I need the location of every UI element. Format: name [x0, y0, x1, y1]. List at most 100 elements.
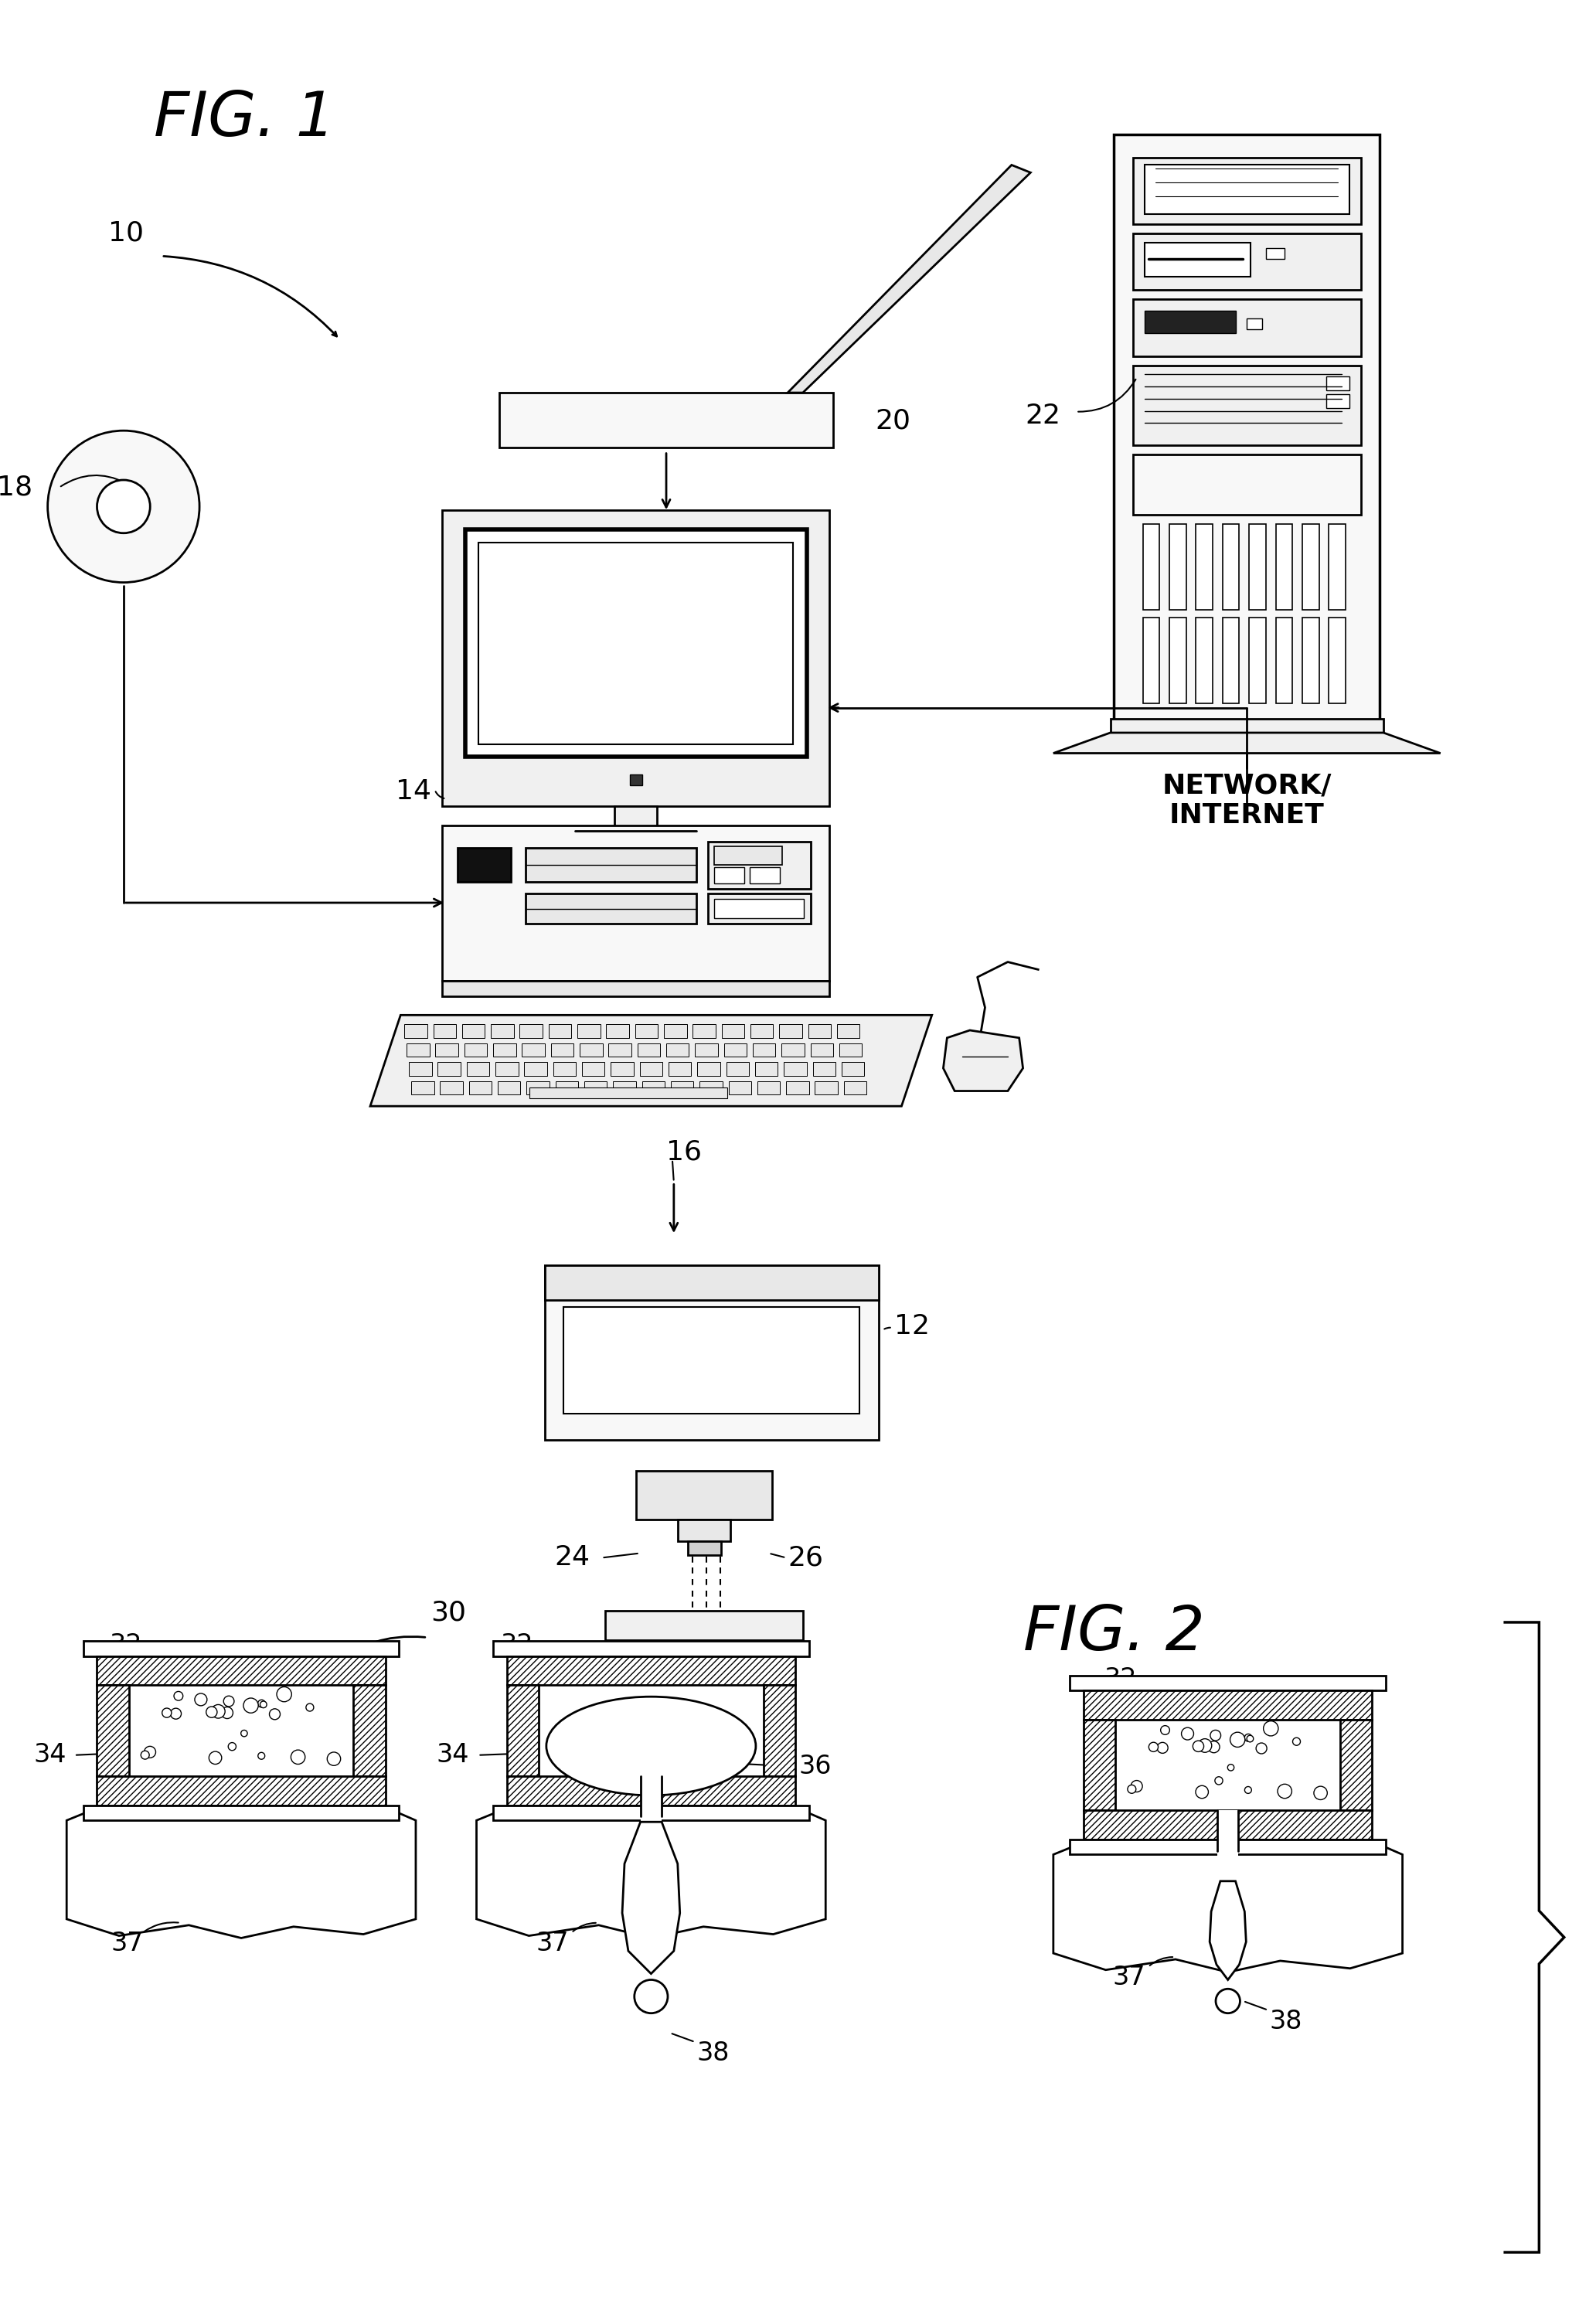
Bar: [1133, 365, 1361, 446]
Circle shape: [1181, 1729, 1194, 1740]
Bar: [469, 1082, 492, 1095]
Ellipse shape: [546, 1696, 757, 1796]
Bar: [584, 1082, 606, 1095]
Bar: [779, 1024, 803, 1038]
Bar: [442, 511, 830, 807]
Bar: [713, 867, 744, 883]
Bar: [1275, 525, 1293, 610]
Bar: [1116, 1719, 1341, 1810]
Bar: [1250, 617, 1266, 703]
Bar: [611, 1063, 634, 1077]
Circle shape: [228, 1742, 236, 1749]
Bar: [1223, 525, 1238, 610]
Bar: [508, 1685, 539, 1777]
Bar: [549, 1024, 571, 1038]
Circle shape: [1277, 1784, 1291, 1798]
Bar: [613, 1082, 635, 1095]
Bar: [409, 1063, 431, 1077]
Bar: [1133, 300, 1361, 356]
Bar: [841, 1063, 865, 1077]
Bar: [83, 1641, 399, 1657]
Bar: [605, 1611, 803, 1641]
Bar: [728, 1082, 752, 1095]
Bar: [709, 841, 811, 890]
Bar: [404, 1024, 428, 1038]
Circle shape: [1245, 1733, 1251, 1742]
Bar: [1133, 233, 1361, 291]
Bar: [836, 1024, 860, 1038]
Bar: [440, 1082, 463, 1095]
Bar: [1143, 617, 1160, 703]
Bar: [1114, 134, 1379, 726]
Bar: [1266, 250, 1285, 259]
Bar: [525, 894, 696, 924]
Text: 18: 18: [0, 474, 32, 501]
Polygon shape: [788, 164, 1031, 393]
Bar: [520, 1024, 543, 1038]
Circle shape: [1215, 1777, 1223, 1784]
Bar: [635, 1470, 772, 1521]
Bar: [1143, 525, 1160, 610]
Bar: [464, 1042, 487, 1056]
Bar: [1326, 395, 1349, 407]
Bar: [555, 1082, 578, 1095]
Circle shape: [48, 430, 200, 582]
Circle shape: [222, 1708, 233, 1719]
Polygon shape: [370, 1015, 932, 1107]
Text: 32: 32: [501, 1632, 533, 1657]
Bar: [458, 848, 511, 883]
Bar: [666, 1042, 689, 1056]
Bar: [554, 1063, 576, 1077]
Text: 34: 34: [34, 1742, 67, 1768]
Bar: [726, 1063, 749, 1077]
Bar: [721, 1024, 744, 1038]
Bar: [1329, 525, 1345, 610]
Text: 26: 26: [788, 1544, 824, 1571]
Text: NETWORK/
INTERNET: NETWORK/ INTERNET: [1162, 772, 1331, 830]
Bar: [696, 1042, 718, 1056]
Text: 24: 24: [555, 1544, 591, 1571]
Bar: [563, 1308, 860, 1414]
Text: 16: 16: [666, 1139, 702, 1165]
Circle shape: [1127, 1784, 1136, 1793]
Bar: [1170, 525, 1186, 610]
Bar: [495, 1063, 519, 1077]
Bar: [640, 1063, 662, 1077]
Bar: [493, 1042, 516, 1056]
Circle shape: [244, 1699, 259, 1712]
Text: 38: 38: [1270, 2008, 1302, 2034]
Bar: [1341, 1719, 1373, 1810]
Bar: [551, 1042, 573, 1056]
Bar: [525, 848, 696, 883]
Bar: [463, 1024, 485, 1038]
Bar: [699, 1082, 723, 1095]
Circle shape: [1245, 1786, 1251, 1793]
Text: 10: 10: [109, 220, 144, 247]
Bar: [816, 1082, 838, 1095]
Bar: [614, 807, 658, 830]
Circle shape: [1157, 1742, 1168, 1754]
Circle shape: [327, 1752, 340, 1766]
Bar: [1223, 617, 1238, 703]
Circle shape: [1160, 1726, 1170, 1736]
Bar: [83, 1805, 399, 1821]
Bar: [811, 1042, 833, 1056]
Circle shape: [1132, 1779, 1143, 1791]
Bar: [578, 1024, 600, 1038]
Bar: [755, 1063, 777, 1077]
Text: 34: 34: [436, 1742, 469, 1768]
Bar: [436, 1042, 458, 1056]
Bar: [1302, 525, 1318, 610]
Bar: [525, 1063, 547, 1077]
Bar: [697, 1063, 720, 1077]
Text: 37: 37: [112, 1930, 144, 1955]
Text: FIG. 1: FIG. 1: [153, 90, 335, 150]
Circle shape: [195, 1694, 207, 1706]
Bar: [787, 1082, 809, 1095]
Bar: [522, 1042, 544, 1056]
Bar: [1275, 617, 1293, 703]
Bar: [97, 1777, 385, 1805]
Bar: [508, 1657, 795, 1685]
Circle shape: [206, 1706, 217, 1717]
Text: 30: 30: [431, 1599, 466, 1627]
